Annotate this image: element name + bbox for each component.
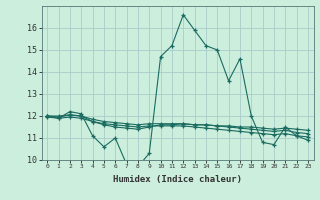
X-axis label: Humidex (Indice chaleur): Humidex (Indice chaleur) <box>113 175 242 184</box>
